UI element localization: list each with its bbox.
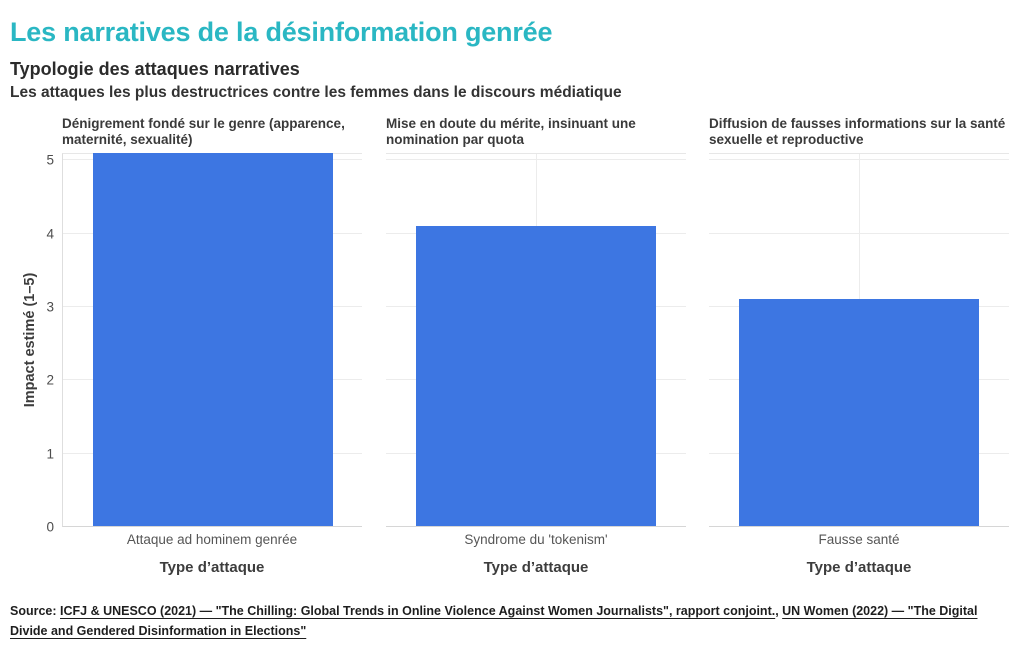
facet-panel	[62, 153, 362, 527]
source-link-1[interactable]: ICFJ & UNESCO (2021) — "The Chilling: Gl…	[60, 604, 776, 618]
y-axis-tick-label: 5	[46, 152, 54, 168]
source-link-2[interactable]: UN Women (2022) — "The Digital Divide an…	[10, 604, 978, 638]
bar	[93, 153, 333, 526]
facet-title: Dénigrement fondé sur le genre (apparenc…	[62, 116, 345, 147]
category-label: Fausse santé	[818, 532, 900, 547]
source-separator: ,	[775, 604, 783, 618]
facet-panel	[709, 153, 1009, 527]
y-axis-title: Impact estimé (1–5)	[22, 272, 38, 408]
x-axis-title: Type d’attaque	[159, 559, 265, 576]
page-title: Les narratives de la désinformation genr…	[10, 17, 553, 47]
y-axis-tick-label: 0	[46, 519, 54, 535]
facet-panel	[386, 153, 686, 527]
y-axis-tick-label: 1	[46, 445, 54, 461]
source-prefix: Source:	[10, 604, 61, 618]
bar	[739, 299, 979, 526]
facet-title: Mise en doute du mérite, insinuant une n…	[386, 116, 636, 147]
bar	[416, 226, 656, 526]
y-axis-tick-label: 4	[46, 225, 54, 241]
facet-title: Diffusion de fausses informations sur la…	[709, 116, 1006, 147]
x-axis-title: Type d’attaque	[806, 559, 912, 576]
y-axis-tick-label: 3	[46, 299, 54, 315]
x-axis-title: Type d’attaque	[483, 559, 589, 576]
chart-subtitle: Typologie des attaques narratives	[10, 59, 300, 79]
y-axis-tick-label: 2	[46, 372, 54, 388]
category-label: Syndrome du 'tokenism'	[464, 532, 608, 547]
category-label: Attaque ad hominem genrée	[126, 532, 298, 547]
source-note: Source: ICFJ & UNESCO (2021) — "The Chil…	[10, 602, 1012, 641]
chart-description: Les attaques les plus destructrices cont…	[10, 84, 622, 101]
